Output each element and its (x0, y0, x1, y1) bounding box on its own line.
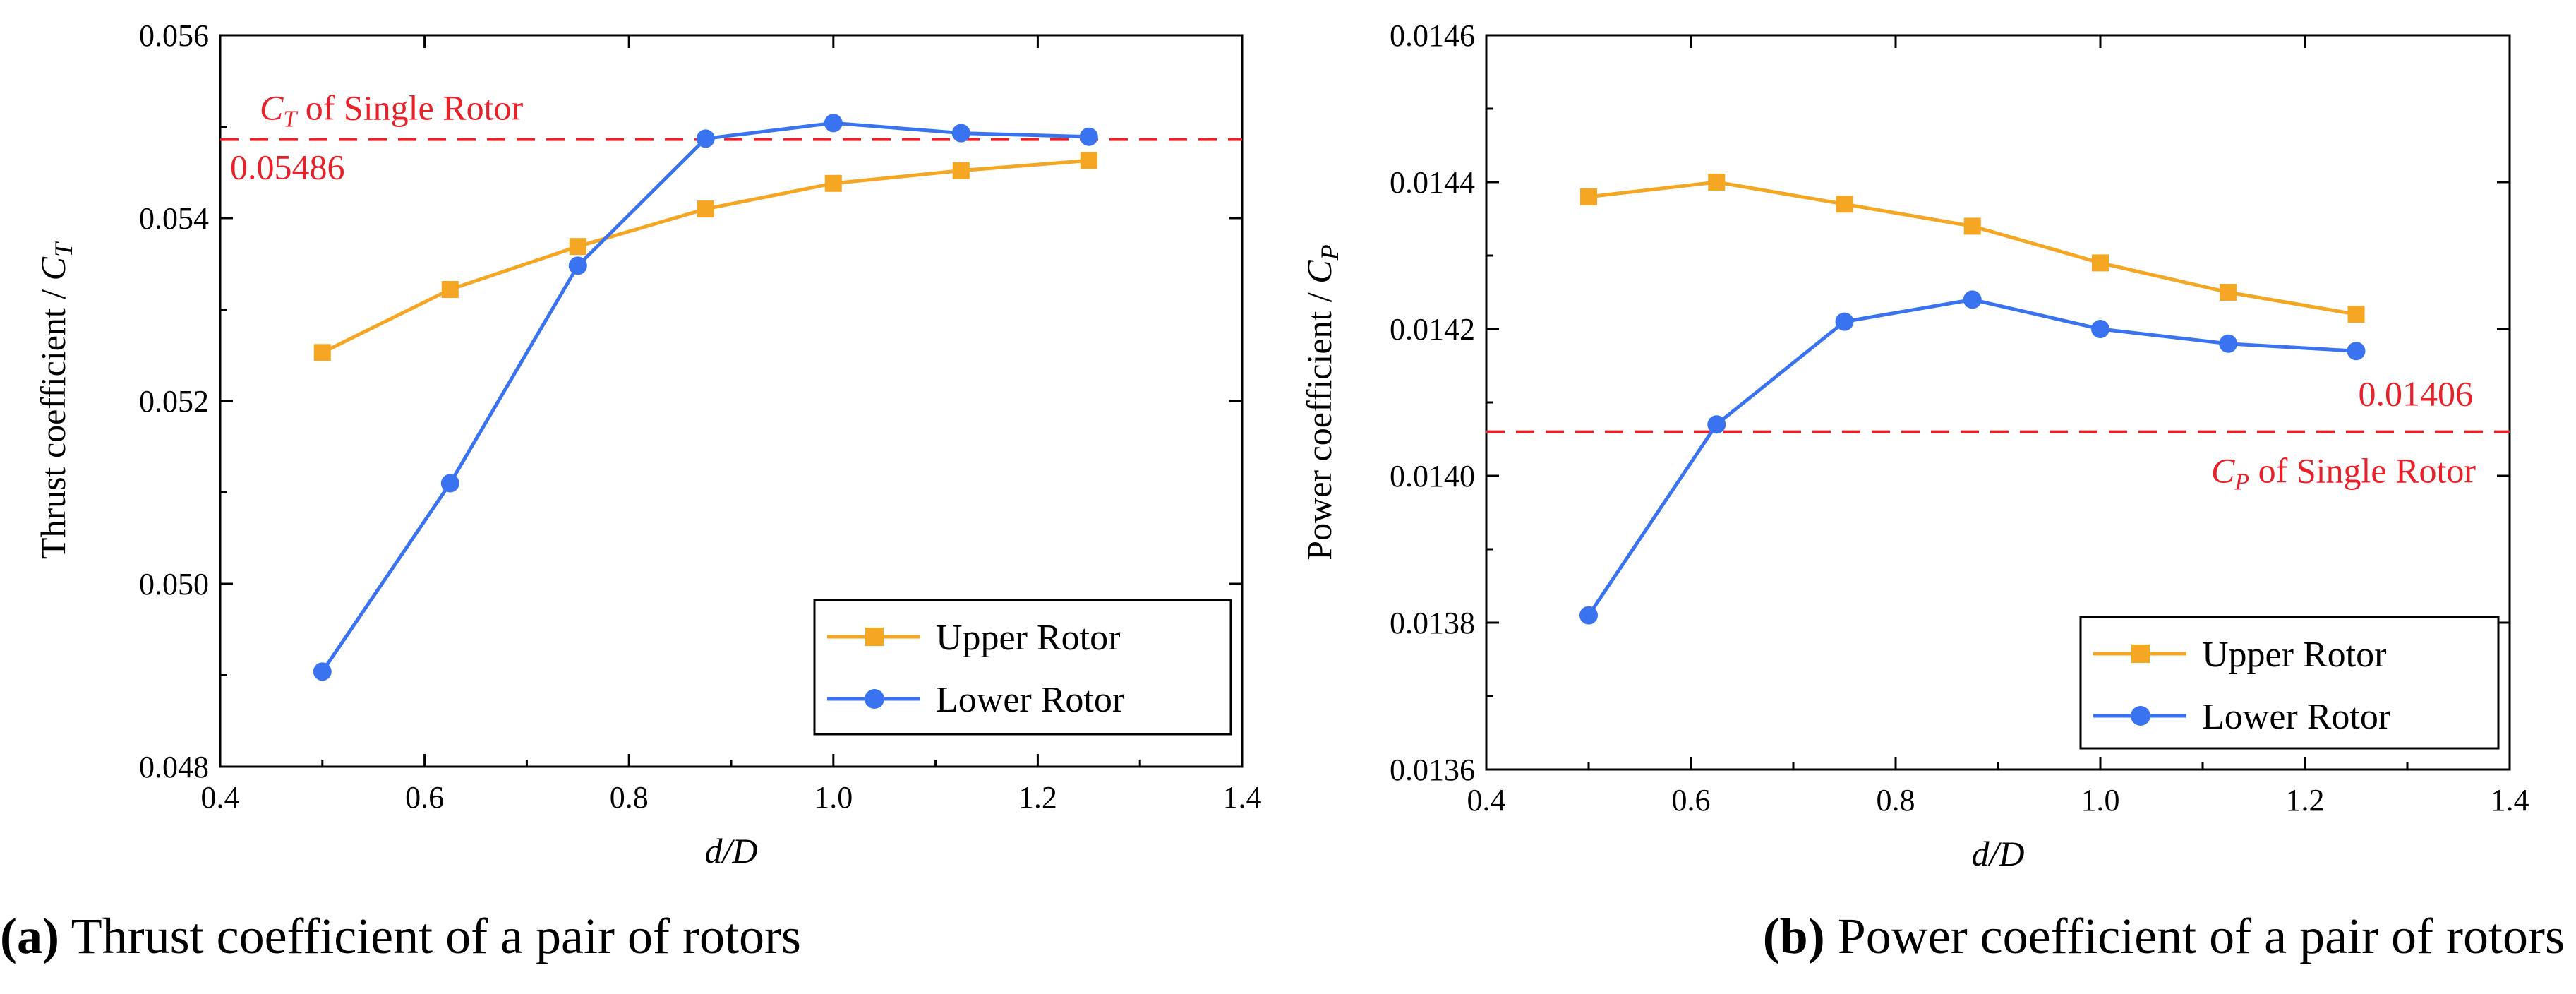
a-x-tick-label: 0.8 (610, 780, 649, 815)
b-series-1-point (2347, 342, 2366, 361)
a-y-tick-label: 0.050 (139, 567, 209, 601)
b-series-0-point (2347, 306, 2365, 323)
b-y-tick-label: 0.0138 (1390, 606, 1475, 640)
a-y-tick-label: 0.052 (139, 384, 209, 419)
caption-b-text: Power coefficient of a pair of rotors (1824, 908, 2565, 964)
b-x-tick-label: 0.8 (1877, 783, 1915, 818)
a-series-1-point (824, 114, 843, 133)
b-series-1-point (1963, 290, 1982, 309)
a-series-1-point (951, 124, 970, 143)
b-y-tick-label: 0.0136 (1390, 753, 1475, 787)
b-y-axis-title-symbol: C (1299, 260, 1339, 284)
b-y-tick-label: 0.0144 (1390, 165, 1475, 200)
b-legend-0-label: Upper Rotor (2202, 635, 2386, 675)
a-series-0-point (697, 200, 714, 218)
b-x-tick-label: 1.4 (2491, 783, 2529, 818)
a-series-0-point (569, 238, 586, 256)
b-series-0-point (2220, 284, 2237, 301)
a-y-axis-title-prefix: Thrust coefficient / (33, 280, 73, 559)
caption-b-letter: (b) (1762, 908, 1825, 964)
a-x-tick-label: 1.2 (1018, 780, 1057, 815)
chart-b-power: 0.4 0.6 0.8 1.0 1.2 1.4 0.0136 0.0138 0.0140 0.01… (1299, 18, 2529, 873)
b-y-axis-title-prefix: Power coefficient / (1299, 284, 1339, 561)
a-series-0-point (313, 344, 331, 361)
b-series-1-point (1579, 606, 1598, 625)
a-legend-0-marker (865, 628, 884, 646)
a-legend-1-marker (865, 689, 884, 709)
a-series-0-line (321, 158, 1089, 354)
a-series-0-point (824, 174, 842, 192)
b-x-tick-label: 0.6 (1672, 783, 1711, 818)
b-y-tick-label: 0.0140 (1390, 459, 1475, 493)
a-series-1-point (440, 474, 459, 493)
b-series-1-point (2219, 334, 2238, 353)
a-x-tick-label: 0.4 (201, 780, 240, 815)
b-legend-1-marker (2131, 706, 2150, 726)
b-reference-note: CP of Single Rotor (2211, 451, 2476, 496)
a-series-0-point (1080, 152, 1097, 169)
b-series-0-point (2092, 254, 2109, 272)
a-reference-note-symbol: C (260, 88, 284, 128)
a-series-1-point (568, 256, 587, 275)
b-y-tick-label: 0.0142 (1390, 312, 1475, 347)
a-legend-0-label: Upper Rotor (936, 618, 1120, 658)
b-series-1-point (1835, 312, 1854, 331)
b-series-1-point (2091, 320, 2109, 338)
b-reference-note-sub: P (2234, 469, 2249, 496)
a-y-tick-label: 0.054 (139, 201, 209, 236)
a-y-tick-label: 0.056 (139, 18, 209, 53)
b-series-0-point (1836, 196, 1853, 213)
b-reference-value-label: 0.01406 (2359, 374, 2474, 414)
a-x-tick-label: 1.4 (1223, 780, 1262, 815)
a-x-tick-label: 0.6 (405, 780, 444, 815)
b-reference-note-text: of Single Rotor (2249, 451, 2476, 491)
b-y-axis-title: Power coefficient / CP (1299, 244, 1344, 560)
caption-a-letter: (a) (0, 908, 59, 964)
b-legend-box (2079, 616, 2500, 750)
chart-a-thrust: 0.4 0.6 0.8 1.0 1.2 1.4 0.048 0.050 0.052 0.054 0.… (33, 18, 1262, 870)
caption-a-text: Thrust coefficient of a pair of rotors (59, 908, 801, 964)
a-y-axis-title-symbol: C (33, 256, 73, 280)
caption-a: (a) Thrust coefficient of a pair of roto… (0, 907, 801, 966)
b-series-0-point (1580, 188, 1597, 205)
a-legend-box (813, 599, 1232, 736)
b-series-0-point (1963, 217, 1981, 235)
b-legend-1-label: Lower Rotor (2202, 697, 2390, 737)
b-series-0-point (1708, 174, 1726, 191)
a-x-tick-label: 1.0 (814, 780, 853, 815)
a-y-axis-title: Thrust coefficient / CT (33, 241, 78, 559)
b-reference-note-symbol: C (2211, 451, 2235, 491)
b-series-1-point (1707, 415, 1726, 434)
b-y-axis-title-sub: P (1316, 244, 1344, 261)
a-series-0-point (952, 162, 970, 179)
b-x-tick-label: 1.2 (2286, 783, 2325, 818)
a-series-1-point (696, 129, 715, 148)
a-reference-note-text: of Single Rotor (296, 88, 523, 128)
b-x-tick-label: 0.4 (1467, 783, 1506, 818)
a-y-tick-label: 0.048 (139, 750, 209, 784)
b-x-axis-title: d/D (1972, 834, 2025, 873)
a-series-0-point (441, 281, 459, 299)
caption-b: (b) Power coefficient of a pair of rotor… (1763, 907, 2565, 966)
a-reference-note: CT of Single Rotor (260, 88, 523, 133)
b-y-tick-label: 0.0146 (1390, 18, 1475, 53)
b-legend-0-marker (2131, 645, 2150, 663)
a-y-axis-title-sub: T (49, 241, 78, 257)
a-legend-1-label: Lower Rotor (936, 680, 1124, 720)
a-series-1-point (1079, 127, 1098, 146)
b-x-tick-label: 1.0 (2081, 783, 2120, 818)
a-reference-value-label: 0.05486 (230, 148, 345, 187)
b-series-1-line (1587, 297, 2357, 616)
a-series-1-point (313, 662, 332, 681)
a-x-axis-title: d/D (705, 831, 758, 870)
a-reference-note-sub: T (283, 107, 298, 133)
